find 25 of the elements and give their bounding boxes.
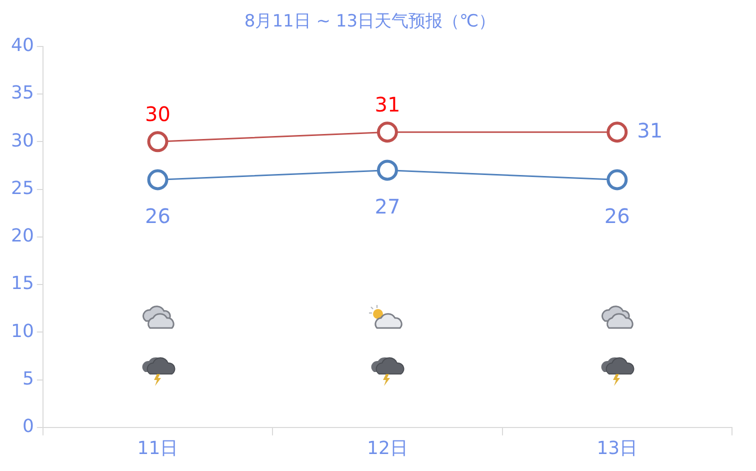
y-tick-label: 10 [11, 320, 34, 342]
y-tick-label: 40 [11, 35, 34, 56]
data-label: 26 [604, 204, 630, 228]
data-label: 31 [637, 118, 663, 142]
y-tick-label: 5 [22, 368, 34, 390]
x-tick-label: 11日 [137, 438, 178, 459]
point [147, 131, 168, 152]
point [606, 122, 628, 143]
x-tick-label: 12日 [367, 438, 408, 459]
data-label: 31 [374, 92, 400, 116]
y-tick-label: 15 [11, 273, 34, 294]
y-tick-label: 30 [11, 130, 34, 152]
y-tick-label: 35 [11, 82, 34, 104]
y-tick-label: 20 [11, 226, 34, 247]
data-label: 30 [145, 102, 170, 126]
data-label: 26 [145, 204, 170, 228]
data-label: 27 [374, 194, 400, 218]
point [147, 169, 168, 190]
point [376, 122, 398, 143]
y-tick-label: 25 [11, 178, 34, 199]
point [376, 160, 398, 181]
x-tick-label: 13日 [596, 438, 638, 459]
chart-title: 8月11日 ~ 13日天气预报（℃） [244, 12, 496, 32]
y-tick-label: 0 [22, 416, 34, 438]
point [606, 169, 628, 190]
